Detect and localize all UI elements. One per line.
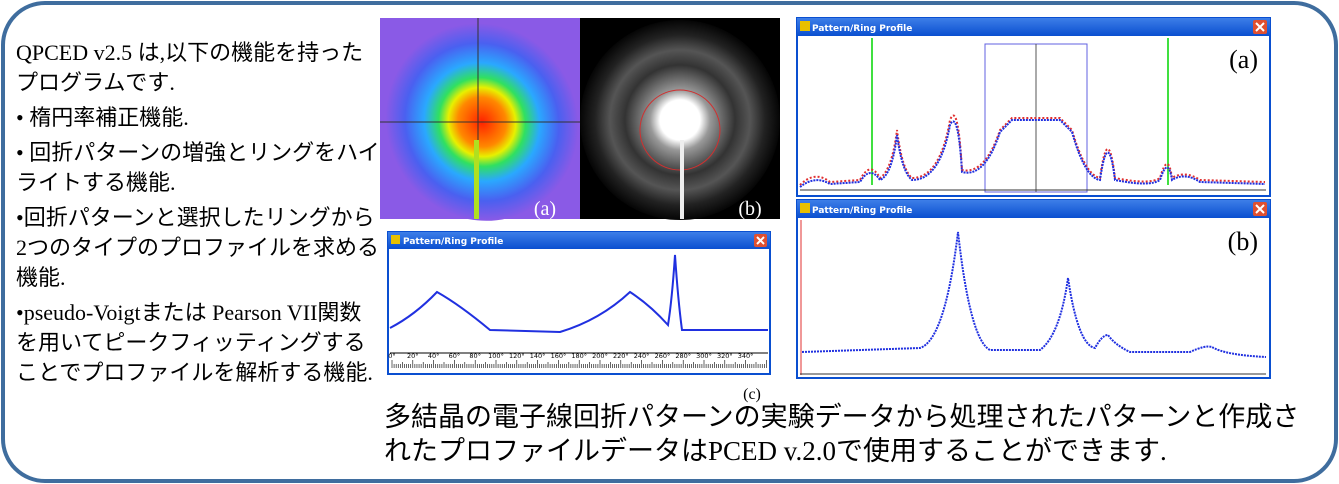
window-title: Pattern/Ring Profile [403,237,503,247]
angle-tick-label: 280° [675,352,691,360]
angle-tick-label: 220° [613,352,629,360]
angle-tick-label: 180° [571,352,587,360]
angle-tick-label: 160° [551,352,567,360]
angle-tick-label: 20° [407,352,419,360]
intro: QPCED v2.5 は,以下の機能を持ったプログラムです. • 楕円率補正機能.… [16,38,382,393]
angle-tick-label: 240° [634,352,650,360]
angle-tick-label: 140° [530,352,546,360]
intro-line: •pseudo-Voigtまたは Pearson VII関数を用いてピークフィッ… [16,298,382,388]
image-label: (b) [738,198,761,220]
panel-label: (a) [1229,45,1258,74]
window-title: Pattern/Ring Profile [812,206,912,216]
intro-line: • 回折パターンの増強とリングをハイライトする機能. [16,138,382,198]
slide: (a) (b) Pattern/Ring Profile (a) Pattern/Rin… [0,0,1339,484]
intro-line: QPCED v2.5 は,以下の機能を持ったプログラムです. [16,38,382,98]
angle-tick-label: 60° [449,352,461,360]
intro-line: •回折パターンと選択したリングから2つのタイプのプロファイルを求める機能. [16,203,382,293]
angle-tick-label: 40° [428,352,440,360]
angle-tick-label: 260° [655,352,671,360]
panel-label: (b) [1228,227,1258,256]
angle-tick-label: 300° [696,352,712,360]
intro-line: • 楕円率補正機能. [16,103,382,133]
angle-tick-label: 100° [488,352,504,360]
image-label: (a) [534,198,556,220]
caption: 多結晶の電子線回折パターンの実験データから処理されたパターンと作成されたプロファ… [384,400,1314,468]
window-title: Pattern/Ring Profile [812,24,912,34]
angle-tick-label: 200° [592,352,608,360]
angle-tick-label: 0° [388,352,395,360]
angle-tick-label: 320° [717,352,733,360]
angle-tick-label: 80° [469,352,481,360]
window [797,200,1270,378]
angle-tick-label: 120° [509,352,525,360]
angle-tick-label: 340° [738,352,754,360]
